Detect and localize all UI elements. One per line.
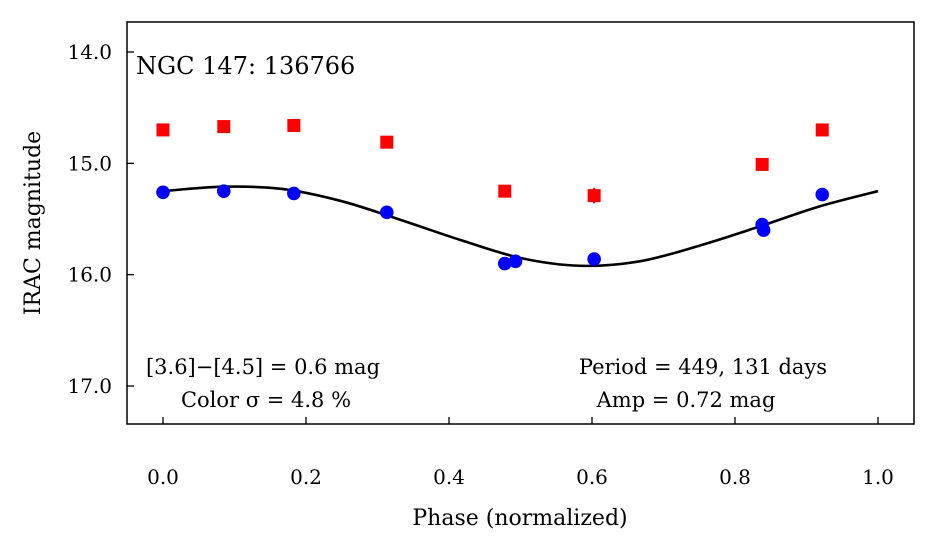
ch1-data-point <box>497 256 512 271</box>
ch2-data-point <box>815 123 829 137</box>
y-tick-label: 17.0 <box>67 374 112 398</box>
ch1-data-point <box>379 205 394 220</box>
amplitude-annotation: Amp = 0.72 mag <box>596 388 776 412</box>
ch1-data-point <box>587 252 601 266</box>
ch2-data-point <box>156 123 170 137</box>
x-tick-label: 1.0 <box>862 465 894 489</box>
ch1-data-point <box>508 254 523 269</box>
y-tick-label: 16.0 <box>67 263 112 287</box>
y-tick-label: 15.0 <box>67 151 112 175</box>
ch1-data-point <box>156 185 170 200</box>
ch1-data-point <box>216 184 231 198</box>
x-tick-label: 0.6 <box>576 465 608 489</box>
color-annotation: [3.6]−[4.5] = 0.6 mag <box>146 355 380 379</box>
y-tick-label: 14.0 <box>67 40 112 64</box>
ch2-data-point <box>587 189 601 203</box>
ch2-data-point <box>755 157 769 171</box>
x-tick-label: 0.4 <box>433 465 465 489</box>
x-tick-label: 0.2 <box>290 465 322 489</box>
ch2-data-point <box>287 118 301 132</box>
model-fit-curve <box>162 185 879 268</box>
chart-title: NGC 147: 136766 <box>136 52 355 80</box>
data-points-layer <box>156 118 830 271</box>
x-tick-label: 0.0 <box>147 465 179 489</box>
ch2-data-point <box>380 135 394 149</box>
y-axis-title: IRAC magnitude <box>21 131 46 315</box>
plot-frame <box>126 21 915 425</box>
x-axis-title: Phase (normalized) <box>412 506 627 531</box>
ch1-data-point <box>815 187 830 202</box>
period-annotation: Period = 449, 131 days <box>579 355 827 379</box>
x-tick-label: 0.8 <box>719 465 751 489</box>
ch1-data-point <box>287 186 301 201</box>
ch2-data-point <box>217 120 231 134</box>
ticks-layer: 0.0 0.2 0.4 0.6 0.8 1.0 14.0 15.0 16.0 17.0 <box>67 40 894 489</box>
fit-curve-layer <box>162 185 879 268</box>
color-sigma-annotation: Color σ = 4.8 % <box>181 388 351 412</box>
ch1-data-point <box>756 223 771 237</box>
ch2-data-point <box>498 184 512 198</box>
